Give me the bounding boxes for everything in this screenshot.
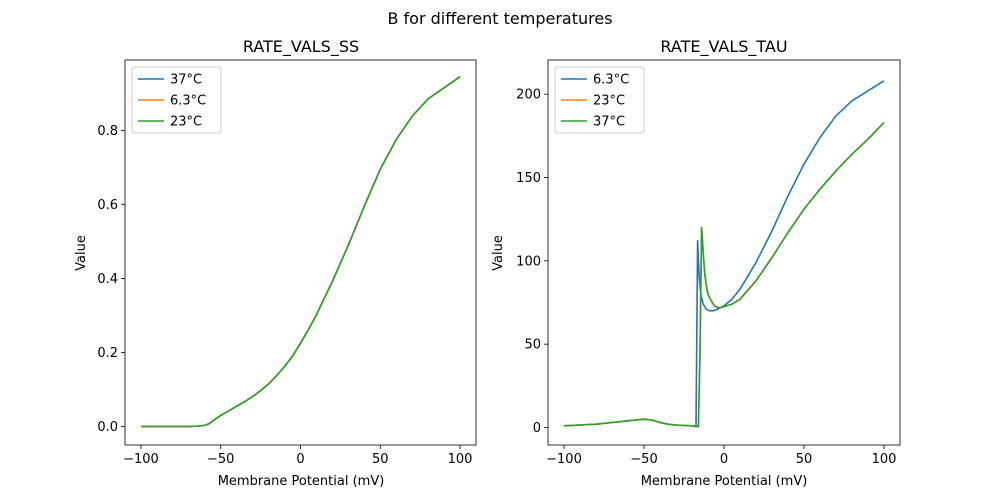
legend-label: 6.3°C	[593, 73, 629, 88]
series-line-2	[563, 121, 885, 428]
y-tick-label: 0.8	[97, 124, 118, 139]
x-tick-label: −100	[123, 452, 159, 467]
y-tick-label: 150	[516, 171, 541, 186]
x-axis-ticks: −100 −50 0 50 100	[123, 445, 472, 467]
y-axis-label: Value	[74, 235, 89, 271]
x-tick-label: −50	[207, 452, 234, 467]
chart-title: RATE_VALS_SS	[243, 37, 359, 57]
x-tick-label: 50	[796, 452, 813, 467]
x-axis-label: Membrane Potential (mV)	[218, 474, 385, 489]
x-tick-label: −100	[546, 452, 582, 467]
x-tick-label: 100	[448, 452, 473, 467]
chart-title: RATE_VALS_TAU	[660, 37, 787, 57]
y-tick-label: 0	[533, 421, 541, 436]
series-group	[563, 80, 885, 428]
y-tick-label: 0.4	[97, 272, 118, 287]
figure-suptitle: B for different temperatures	[387, 9, 612, 28]
x-tick-label: 100	[872, 452, 897, 467]
legend-box	[131, 66, 222, 134]
chart-rate-vals-tau: RATE_VALS_TAU −100 −50 0 50 100 0 50 100 150 200…	[491, 37, 901, 489]
x-axis-ticks: −100 −50 0 50 100	[546, 445, 896, 467]
legend-label: 23°C	[170, 115, 202, 130]
y-tick-label: 50	[524, 338, 541, 353]
y-tick-label: 200	[516, 88, 541, 103]
legend-label: 23°C	[593, 94, 625, 109]
series-group	[140, 76, 461, 428]
x-tick-label: −50	[630, 452, 657, 467]
x-tick-label: 50	[372, 452, 389, 467]
legend: 6.3°C 23°C 37°C	[554, 66, 645, 134]
y-axis-ticks: 0 50 100 150 200	[516, 88, 548, 436]
x-tick-label: 0	[720, 452, 728, 467]
series-line-2	[140, 76, 461, 428]
x-axis-label: Membrane Potential (mV)	[641, 474, 808, 489]
x-tick-label: 0	[296, 452, 304, 467]
legend: 37°C 6.3°C 23°C	[131, 66, 222, 134]
y-tick-label: 0.6	[97, 198, 118, 213]
legend-box	[554, 66, 645, 134]
y-tick-label: 100	[516, 254, 541, 269]
y-tick-label: 0.2	[97, 346, 118, 361]
legend-label: 37°C	[170, 73, 202, 88]
y-axis-ticks: 0.0 0.2 0.4 0.6 0.8	[97, 124, 125, 435]
legend-label: 37°C	[593, 115, 625, 130]
y-tick-label: 0.0	[97, 420, 118, 435]
chart-rate-vals-ss: RATE_VALS_SS −100 −50 0 50 100 0.00.20.40.60…	[74, 37, 477, 489]
legend-label: 6.3°C	[170, 94, 206, 109]
y-axis-label: Value	[491, 235, 506, 271]
